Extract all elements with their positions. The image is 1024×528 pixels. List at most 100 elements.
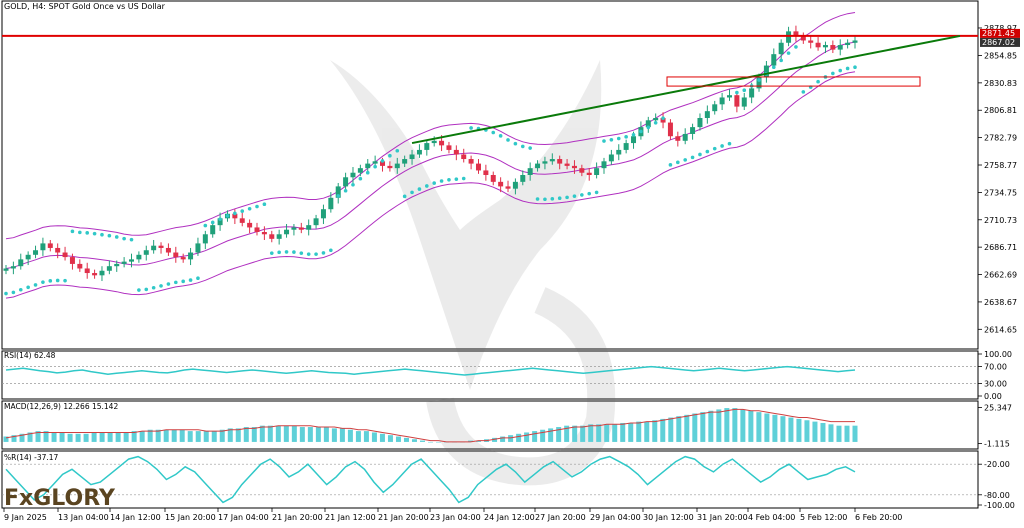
price-tag-label: 2867.02: [982, 38, 1015, 47]
sar-dot: [92, 231, 97, 236]
bid-price-tag: 2867.02: [980, 37, 1020, 47]
macd-bar: [115, 432, 121, 442]
candle-body: [623, 143, 629, 150]
macd-bar: [307, 427, 313, 442]
macd-bar: [243, 427, 249, 442]
chart-title: GOLD, H4: SPOT Gold Once vs US Dollar: [4, 2, 166, 11]
sar-dot: [306, 252, 311, 256]
candle-body: [18, 259, 24, 267]
macd-bar: [772, 414, 778, 442]
candle-body: [306, 225, 312, 230]
macd-bar: [179, 429, 185, 442]
y-tick-label: 0.00: [984, 392, 1002, 401]
y-tick-label: 2710.73: [984, 216, 1017, 225]
macd-bar: [524, 432, 530, 442]
candle-body: [335, 186, 341, 198]
x-axis: 9 Jan 2025 13 Jan 04:00 14 Jan 12:00 15 Jan…: [3, 508, 902, 522]
y-tick-label: 2638.67: [984, 298, 1017, 307]
candle-body: [394, 163, 400, 169]
sar-dot: [535, 197, 540, 201]
sar-dot: [742, 88, 747, 93]
sar-dot: [624, 135, 628, 139]
sar-dot: [720, 144, 724, 148]
candle-body: [350, 172, 356, 178]
candle-body: [121, 261, 127, 264]
macd-bar: [740, 409, 746, 442]
candle-body: [631, 136, 637, 144]
panel-border: [1, 450, 979, 509]
sar-dot: [321, 251, 326, 255]
macd-bar: [187, 431, 193, 442]
bollinger-upper: [5, 12, 856, 240]
y-tick-label: 2734.75: [984, 188, 1017, 197]
sar-dot: [380, 159, 385, 163]
macd-bar: [748, 410, 754, 442]
macd-bar: [644, 421, 650, 442]
candle-body: [756, 76, 762, 89]
sar-dot: [144, 287, 149, 292]
candle-body: [320, 209, 326, 219]
macd-bar: [411, 439, 417, 442]
candle-body: [151, 245, 157, 251]
candle-body: [92, 273, 98, 276]
sar-dot: [18, 287, 23, 292]
macd-bar: [131, 431, 137, 442]
sar-dot: [794, 45, 798, 49]
y-tick-label: 2686.71: [984, 243, 1017, 252]
y-tick-label: -1.115: [984, 439, 1010, 448]
candle-body: [726, 95, 732, 98]
candle-body: [763, 65, 769, 77]
candle-body: [298, 227, 304, 230]
sar-dot: [269, 251, 274, 255]
candle-body: [439, 140, 445, 146]
candle-body: [512, 181, 518, 189]
candle-body: [129, 259, 135, 262]
candle-body: [431, 140, 437, 144]
candle-body: [815, 42, 821, 48]
sar-dot: [668, 163, 673, 167]
macd-bar: [572, 425, 578, 442]
candle-body: [10, 266, 16, 269]
macd-bar: [532, 431, 538, 442]
candle-body: [453, 149, 459, 155]
candle-body: [210, 225, 216, 235]
sar-dot: [166, 282, 171, 286]
candle-body: [276, 234, 282, 239]
macd-bar: [203, 431, 209, 442]
x-tick-label: 14 Jan 12:00: [110, 513, 161, 522]
sar-dot: [491, 130, 496, 135]
sar-dot: [410, 190, 414, 195]
sar-dot: [683, 158, 687, 162]
y-tick-label: 2758.77: [984, 161, 1017, 170]
candle-body: [808, 40, 814, 43]
y-tick-label: -80.00: [984, 491, 1010, 500]
x-tick-label: 21 Jan 12:00: [325, 513, 376, 522]
wpr-panel: -20.00 -80.00-100.00: [2, 455, 1015, 510]
candle-body: [682, 133, 688, 141]
sar-dot: [358, 176, 363, 181]
candle-body: [527, 168, 533, 175]
sar-dot: [188, 278, 193, 282]
candle-body: [594, 168, 600, 175]
sar-dot: [218, 217, 222, 221]
support-zone: [666, 76, 921, 87]
macd-bar: [428, 441, 433, 443]
y-tick-label: -20.00: [984, 460, 1010, 469]
x-tick-label: 23 Jan 04:00: [430, 513, 481, 522]
macd-bar: [387, 435, 393, 442]
macd-bar: [219, 429, 225, 442]
y-tick-label: 30.00: [984, 379, 1007, 388]
sar-dot: [572, 194, 577, 198]
sar-dot: [727, 141, 732, 146]
candle-body: [232, 213, 238, 219]
macd-bar: [251, 427, 257, 442]
candle-body: [498, 181, 504, 187]
sar-dot: [174, 280, 178, 285]
sar-dot: [292, 250, 296, 254]
bollinger-lower: [5, 71, 856, 299]
macd-signal-line: [5, 408, 855, 443]
candle-body: [734, 95, 740, 107]
macd-bar: [580, 425, 586, 442]
macd-bar: [211, 431, 217, 442]
